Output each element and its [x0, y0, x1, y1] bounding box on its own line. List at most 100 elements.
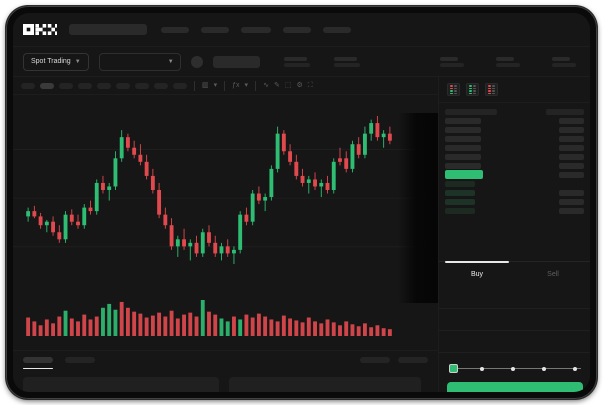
tab-buy-label: Buy	[470, 271, 484, 278]
order-form-field[interactable]	[439, 309, 590, 331]
orders-tab[interactable]	[65, 357, 95, 363]
orderbook-both-icon[interactable]	[447, 83, 460, 96]
pair-bar: Spot Trading ▼ ▼	[13, 47, 590, 77]
coin-avatar	[190, 55, 203, 68]
app-screen: Spot Trading ▼ ▼	[13, 13, 590, 392]
stat-label	[283, 56, 307, 61]
line-chart-icon[interactable]: ∿	[263, 82, 269, 89]
fullscreen-icon[interactable]: ⛶	[307, 82, 313, 89]
orderbook-bid-row[interactable]	[445, 197, 584, 206]
orderbook-ask-row[interactable]	[445, 134, 584, 143]
search-input[interactable]	[69, 24, 147, 35]
orders-card[interactable]	[23, 377, 219, 392]
order-form-field[interactable]	[439, 331, 590, 353]
orderbook-ask-row[interactable]	[445, 161, 584, 170]
timeframe-button[interactable]	[116, 82, 130, 89]
nav-item[interactable]	[323, 26, 351, 33]
chart-toolbar: ▥ ▾ ƒx ▾ ∿ ✎ ⬚ ⚙ ⛶	[13, 77, 438, 95]
timeframe-button[interactable]	[135, 82, 149, 89]
chevron-down-icon: ▼	[167, 58, 174, 65]
app-header	[13, 13, 590, 47]
pair-stat	[333, 56, 360, 67]
orders-tab-active[interactable]	[23, 357, 53, 369]
nav-item[interactable]	[161, 26, 189, 33]
orderbook-ask-row[interactable]	[445, 125, 584, 134]
timeframe-button[interactable]	[173, 82, 187, 89]
orders-tab-row	[23, 357, 428, 369]
pair-name-skeleton	[212, 55, 260, 68]
slider-stop[interactable]	[573, 366, 577, 371]
order-side-tabs: Buy Sell	[439, 261, 590, 287]
stat-value	[440, 62, 464, 67]
orderbook-ask-row[interactable]	[445, 116, 584, 125]
slider-stop[interactable]	[480, 366, 484, 371]
orderbook-asks-icon[interactable]	[485, 83, 498, 96]
orders-action[interactable]	[360, 357, 390, 363]
market-type-selector[interactable]: Spot Trading ▼	[23, 52, 89, 71]
orders-cards	[23, 377, 428, 392]
orderbook-ask-row[interactable]	[445, 143, 584, 152]
timeframe-button[interactable]	[78, 82, 92, 89]
device-frame: Spot Trading ▼ ▼	[6, 6, 597, 399]
pair-stat	[283, 56, 310, 67]
camera-icon[interactable]: ⬚	[284, 82, 292, 89]
orders-card[interactable]	[229, 377, 421, 392]
market-stat	[440, 56, 464, 67]
order-form-field[interactable]	[439, 287, 590, 309]
market-type-label: Spot Trading	[31, 58, 71, 65]
candlestick-chart-svg	[13, 116, 438, 336]
toolbar-divider	[255, 80, 257, 91]
stat-value	[283, 62, 310, 67]
settings-gear-icon[interactable]: ⚙	[296, 82, 303, 89]
candlestick-icon[interactable]: ▥	[202, 82, 209, 89]
price-chart[interactable]	[13, 95, 438, 350]
orderbook-spread-row[interactable]	[445, 170, 584, 179]
tab-sell-label: Sell	[547, 271, 559, 278]
chevron-down-icon[interactable]: ▾	[244, 82, 249, 89]
tab-sell[interactable]: Sell	[515, 262, 590, 287]
okx-logo-icon[interactable]	[23, 24, 57, 35]
indicator-icon[interactable]: ƒx	[232, 82, 240, 89]
orderbook-header-row	[445, 107, 584, 116]
slider-handle[interactable]	[449, 364, 458, 373]
orderbook-rows	[439, 103, 590, 215]
stat-label	[552, 56, 570, 61]
okx-logo-svg	[23, 24, 57, 35]
stat-label	[496, 56, 514, 61]
orderbook-bid-row[interactable]	[445, 206, 584, 215]
timeframe-button[interactable]	[21, 82, 35, 89]
market-stat	[552, 56, 576, 67]
stat-value	[496, 62, 520, 67]
orders-action[interactable]	[398, 357, 428, 363]
market-stat	[496, 56, 520, 67]
nav-item[interactable]	[201, 26, 229, 33]
stat-value	[552, 62, 576, 67]
orderbook-ask-row[interactable]	[445, 152, 584, 161]
active-tab-underline	[23, 367, 53, 369]
slider-stop[interactable]	[511, 366, 515, 371]
toolbar-divider	[194, 80, 195, 91]
submit-buy-button[interactable]	[447, 382, 583, 392]
toolbar-divider	[224, 80, 226, 91]
nav-item[interactable]	[241, 26, 271, 33]
timeframe-button[interactable]	[154, 82, 168, 89]
tab-buy[interactable]: Buy	[439, 261, 515, 287]
stat-label	[440, 56, 458, 61]
orders-panel	[13, 350, 438, 392]
timeframe-button-active[interactable]	[40, 82, 54, 89]
orderbook-mode-toggles	[439, 77, 590, 103]
slider-track	[453, 368, 581, 369]
pair-selector[interactable]: ▼	[98, 52, 181, 71]
timeframe-button[interactable]	[59, 82, 73, 89]
nav-item[interactable]	[283, 26, 311, 33]
active-tab-underline	[445, 261, 509, 263]
orderbook-bid-row[interactable]	[445, 188, 584, 197]
orderbook-bid-row[interactable]	[445, 179, 584, 188]
spread-highlight	[445, 170, 483, 179]
amount-percent-slider[interactable]	[449, 364, 581, 374]
chevron-down-icon[interactable]: ▾	[213, 82, 218, 89]
timeframe-button[interactable]	[97, 82, 111, 89]
slider-stop[interactable]	[542, 366, 546, 371]
pencil-icon[interactable]: ✎	[273, 82, 280, 89]
orderbook-bids-icon[interactable]	[466, 83, 479, 96]
